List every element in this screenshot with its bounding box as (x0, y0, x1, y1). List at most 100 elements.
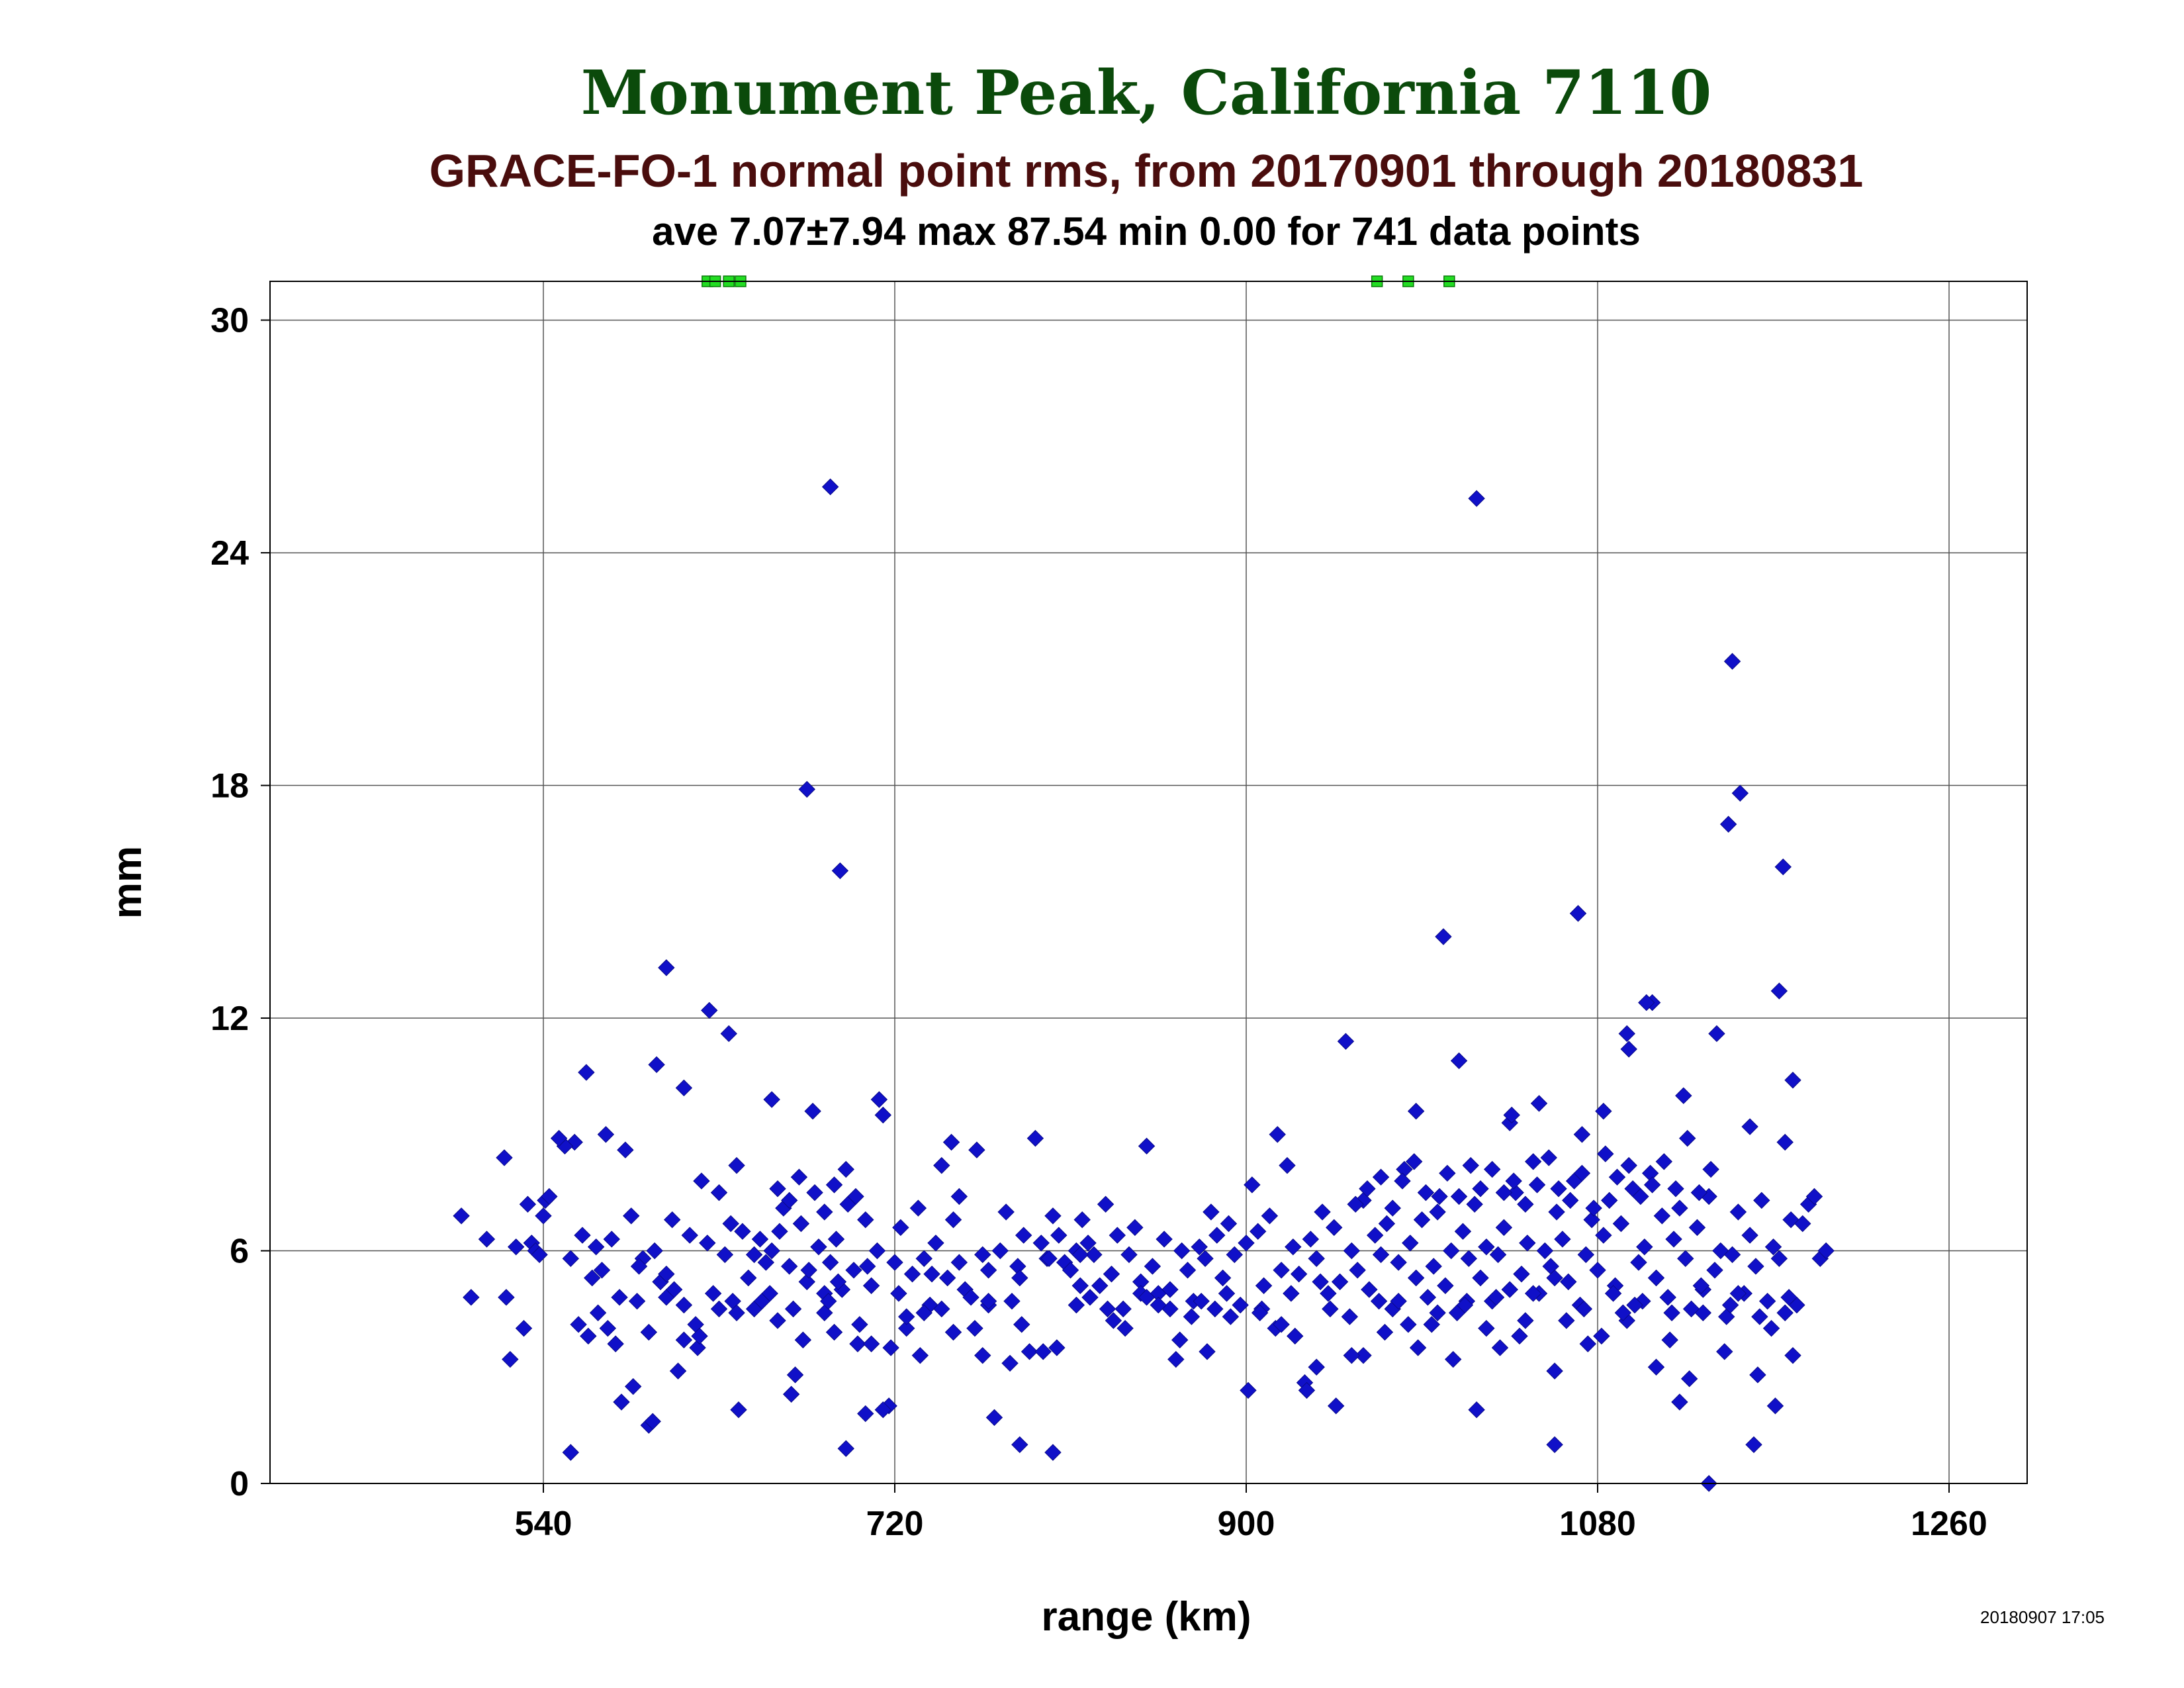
data-point (1287, 1327, 1304, 1345)
data-point (1663, 1304, 1680, 1321)
data-point (502, 1350, 519, 1368)
data-point (874, 1106, 892, 1124)
data-point (617, 1141, 634, 1158)
data-point (1032, 1235, 1050, 1252)
data-point (897, 1319, 915, 1337)
data-point (1558, 1312, 1575, 1329)
plot-frame (269, 281, 2028, 1484)
data-point (1071, 1246, 1089, 1264)
data-point (1273, 1316, 1290, 1333)
data-point (1692, 1277, 1710, 1294)
y-tick-label: 0 (230, 1465, 249, 1503)
data-point (1085, 1246, 1103, 1264)
data-point (1472, 1269, 1489, 1287)
data-point (938, 1269, 956, 1287)
y-tick-label: 12 (210, 1000, 249, 1038)
data-point (663, 1211, 681, 1229)
data-point (1156, 1231, 1173, 1248)
data-point (915, 1304, 933, 1321)
data-point (1618, 1025, 1635, 1043)
data-point (1105, 1312, 1122, 1329)
data-point (1528, 1176, 1546, 1194)
data-point (845, 1262, 862, 1279)
data-points (453, 478, 1835, 1492)
data-point (800, 1262, 817, 1279)
y-axis-ticks: 0 6 12 18 24 30 (210, 302, 270, 1503)
data-point (1536, 1242, 1554, 1260)
data-point (1661, 1331, 1678, 1348)
data-point (1583, 1211, 1600, 1229)
data-point (1758, 1292, 1776, 1310)
data-point (1805, 1188, 1823, 1205)
data-point (1285, 1238, 1302, 1256)
data-point (1456, 1296, 1474, 1314)
data-point (1244, 1176, 1261, 1194)
data-point (1423, 1316, 1440, 1333)
data-point (1372, 1246, 1390, 1264)
data-point (1491, 1339, 1509, 1356)
data-point (1003, 1292, 1021, 1310)
data-point (745, 1246, 763, 1264)
x-axis-label: range (km) (1042, 1594, 1251, 1640)
data-point (478, 1231, 496, 1248)
data-point (587, 1238, 605, 1256)
data-point (1638, 994, 1655, 1011)
data-point (837, 1440, 854, 1457)
data-point (771, 1223, 788, 1240)
data-point (1298, 1382, 1316, 1399)
chart-subtitle: GRACE-FO-1 normal point rms, from 201709… (430, 145, 1864, 197)
data-point (1419, 1289, 1437, 1306)
data-point (1197, 1250, 1214, 1267)
data-point (644, 1413, 661, 1430)
data-point (819, 1292, 837, 1310)
data-point (1677, 1250, 1694, 1267)
data-point (991, 1242, 1009, 1260)
data-point (1595, 1227, 1612, 1244)
data-point (1439, 1164, 1456, 1182)
data-point (1394, 1172, 1411, 1190)
data-point (1513, 1265, 1530, 1283)
data-point (1612, 1215, 1630, 1233)
data-point (837, 1160, 854, 1178)
data-point (1413, 1211, 1431, 1229)
data-point (728, 1304, 745, 1321)
data-point (574, 1227, 591, 1244)
data-point (453, 1207, 470, 1225)
data-point (1647, 1269, 1665, 1287)
data-point (648, 1056, 665, 1074)
data-point (1015, 1227, 1032, 1244)
data-point (792, 1215, 810, 1233)
data-point (1120, 1246, 1138, 1264)
data-point (646, 1242, 663, 1260)
data-point (611, 1289, 628, 1306)
data-point (1560, 1273, 1577, 1291)
data-point (1283, 1285, 1300, 1302)
data-point (1402, 1235, 1419, 1252)
data-point (531, 1246, 548, 1264)
data-point (570, 1316, 587, 1333)
data-point (589, 1304, 607, 1321)
data-point (1675, 1087, 1692, 1104)
data-point (1794, 1215, 1811, 1233)
data-point (1232, 1296, 1249, 1314)
data-point (1468, 1401, 1485, 1419)
data-point (1524, 1285, 1542, 1302)
data-point (1390, 1292, 1407, 1310)
data-point (892, 1219, 909, 1237)
data-point (1589, 1262, 1606, 1279)
data-point (1079, 1235, 1097, 1252)
data-point (1240, 1382, 1257, 1399)
data-point (1636, 1238, 1653, 1256)
data-point (1614, 1304, 1632, 1321)
data-point (1040, 1250, 1058, 1267)
data-point (1173, 1242, 1191, 1260)
data-point (1261, 1207, 1279, 1225)
y-tick-label: 30 (210, 302, 249, 340)
data-point (862, 1335, 880, 1352)
data-point (1694, 1304, 1712, 1321)
data-point (691, 1327, 708, 1345)
data-point (810, 1238, 827, 1256)
data-point (816, 1203, 833, 1221)
data-point (1764, 1238, 1782, 1256)
data-point (1573, 1126, 1591, 1143)
